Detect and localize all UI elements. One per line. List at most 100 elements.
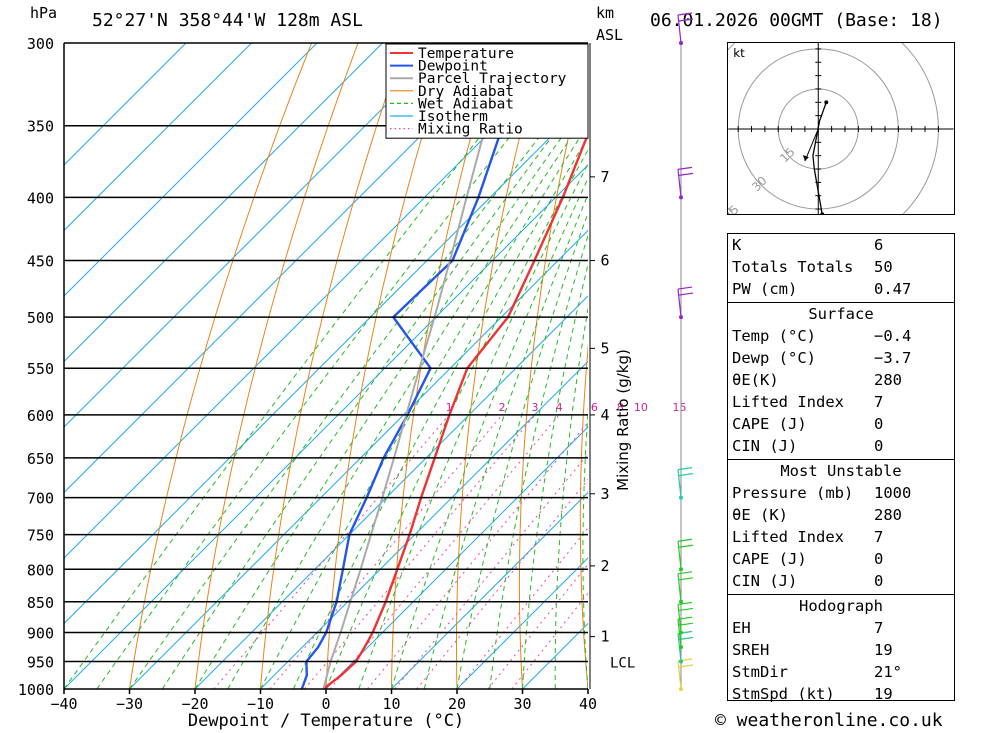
pressure-tick-label: 650 [27, 450, 54, 468]
pressure-tick-label: 800 [27, 561, 54, 579]
section-divider [728, 459, 954, 460]
index-value: 21° [874, 663, 902, 681]
most-unstable-section-title: Most Unstable [780, 462, 902, 480]
copyright-link[interactable]: © weatheronline.co.uk [715, 710, 943, 731]
index-value: −3.7 [874, 349, 912, 367]
index-label: CIN (J) [732, 437, 798, 455]
hodograph-ring-label: 30 [749, 174, 770, 195]
wet-adiabat-line [64, 43, 555, 689]
hodograph-row: StmSpd (kt) 19 [732, 685, 950, 706]
wind-barb-flag [678, 636, 694, 641]
hodograph-unit: kt [733, 46, 745, 60]
index-label: StmDir [732, 663, 788, 681]
pressure-tick-label: 550 [27, 360, 54, 378]
wind-barb-staff [677, 660, 682, 690]
wind-barb-staff [677, 169, 682, 198]
km-tick-label: 1 [600, 628, 609, 646]
indices-panel: K 6 Totals Totals 50 PW (cm) 0.47 Surfac… [727, 233, 955, 703]
mixing-ratio-line [511, 592, 588, 689]
km-tick-label: 3 [600, 485, 609, 503]
km-unit-label: km [596, 4, 615, 22]
hodograph-row: StmDir 21° [732, 663, 950, 684]
km-tick-label: 2 [600, 557, 609, 575]
index-value: 1000 [874, 484, 912, 502]
dry-adiabat-line [639, 43, 683, 689]
wind-barb-staff [677, 604, 682, 633]
isotherm-line [129, 229, 588, 689]
hodograph-ring-label: 15 [777, 145, 798, 166]
wind-barb-flag [678, 292, 694, 296]
section-divider [728, 302, 954, 303]
wet-adiabat-line [522, 262, 588, 689]
pressure-tick-label: 900 [27, 624, 54, 642]
index-label: Lifted Index [732, 393, 844, 411]
surface-row: Temp (°C) −0.4 [732, 327, 950, 348]
mixing-ratio-line [366, 421, 588, 689]
hodograph-point [824, 100, 829, 105]
index-label: Dewp (°C) [732, 349, 816, 367]
wind-barb-flag [678, 622, 694, 626]
pressure-tick-label: 850 [27, 594, 54, 612]
legend-label: Parcel Trajectory [418, 71, 567, 87]
mixing-ratio-line [304, 414, 536, 689]
index-value: 280 [874, 371, 902, 389]
pressure-tick-label: 950 [27, 653, 54, 671]
mixing-ratio-label: 15 [672, 401, 686, 414]
legend-label: Dewpoint [418, 59, 488, 75]
wet-adiabat-line [582, 406, 588, 689]
pressure-tick-label: 750 [27, 527, 54, 545]
index-label: PW (cm) [732, 280, 798, 298]
isotherm-line [391, 491, 588, 689]
wind-barb-flag [678, 664, 694, 668]
index-value: 7 [874, 393, 884, 411]
legend-box [385, 43, 589, 139]
km-tick-label: 4 [600, 406, 609, 424]
index-label: θE(K) [732, 371, 779, 389]
x-tick-label: −40 [50, 695, 77, 713]
index-row-pw: PW (cm) 0.47 [732, 280, 950, 301]
x-tick-label: −20 [181, 695, 208, 713]
wind-barb-staff [677, 573, 682, 602]
index-label: EH [732, 619, 751, 637]
pressure-tick-label: 600 [27, 407, 54, 425]
most-unstable-row: θE (K) 280 [732, 506, 950, 527]
legend-label: Temperature [418, 46, 514, 62]
wind-barb-flag [678, 18, 694, 22]
wind-barb-flag [677, 467, 693, 471]
most-unstable-row: CAPE (J) 0 [732, 550, 950, 571]
wet-adiabat-line [554, 306, 588, 689]
mixing-ratio-label: 1 [446, 401, 453, 414]
x-tick-label: −10 [247, 695, 274, 713]
mixing-ratio-label: 6 [591, 401, 598, 414]
mixing-ratio-label: 2 [499, 401, 506, 414]
index-value: 0 [874, 550, 884, 568]
surface-row: θE(K) 280 [732, 371, 950, 392]
index-row-totals: Totals Totals 50 [732, 258, 950, 279]
index-value: 7 [874, 528, 884, 546]
index-value: −0.4 [874, 327, 912, 345]
isotherm-line [456, 557, 588, 689]
storm-motion-vector [804, 128, 819, 162]
x-tick-label: 10 [382, 695, 400, 713]
wet-adiabat-line [358, 162, 588, 689]
wind-barb-flag [677, 601, 693, 606]
most-unstable-row: Pressure (mb) 1000 [732, 484, 950, 505]
wind-barb-staff [677, 541, 682, 570]
isotherm-line [64, 164, 588, 689]
isotherm-line [194, 295, 588, 689]
index-value: 6 [874, 236, 884, 254]
isotherm-line [64, 43, 383, 363]
surface-row: CAPE (J) 0 [732, 415, 950, 436]
hodograph-row: SREH 19 [732, 641, 950, 662]
wet-adiabat-line [96, 43, 585, 689]
hodograph-trace [812, 102, 827, 214]
pressure-unit-label: hPa [30, 4, 58, 22]
mixing-ratio-line [457, 527, 588, 689]
mixing-ratio-label: 10 [634, 401, 648, 414]
x-tick-label: −30 [116, 695, 143, 713]
wind-barb-flag [677, 616, 693, 620]
datetime-title: 06.01.2026 00GMT (Base: 18) [650, 10, 943, 31]
index-label: CIN (J) [732, 572, 798, 590]
isotherm-line [64, 43, 252, 232]
most-unstable-row: Lifted Index 7 [732, 528, 950, 549]
